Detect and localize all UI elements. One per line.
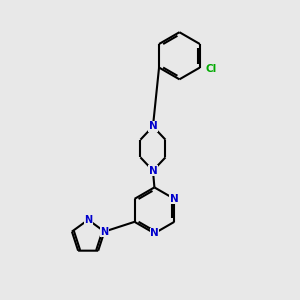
Text: N: N [148,166,157,176]
Text: N: N [170,194,179,204]
Text: N: N [148,122,157,131]
Text: N: N [84,215,92,225]
Text: N: N [150,228,159,238]
Text: N: N [100,226,109,237]
Text: Cl: Cl [206,64,217,74]
